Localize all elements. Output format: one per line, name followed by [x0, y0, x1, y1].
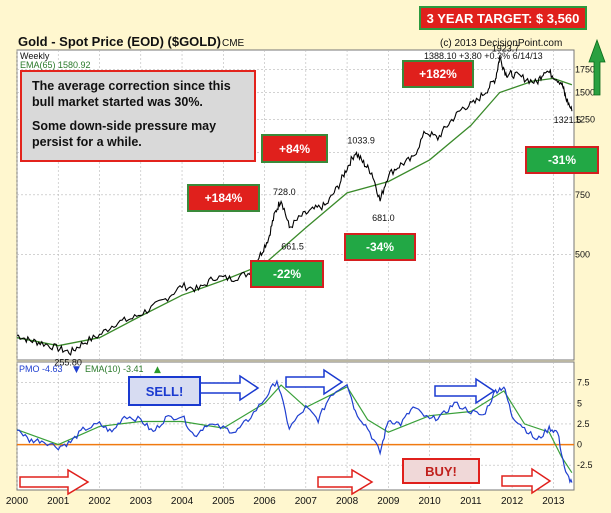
frequency-label: Weekly: [20, 51, 50, 61]
ema65-line: [16, 77, 573, 347]
x-tick-label: 2004: [171, 496, 194, 507]
pmo-ema-up-arrow-icon: ▲: [154, 365, 161, 375]
price-point-label: 661.5: [281, 241, 304, 251]
pmo-tick-label: 2.5: [577, 419, 590, 429]
x-tick-label: 2000: [6, 496, 29, 507]
price-point-label: 255.80: [54, 358, 82, 368]
x-tick-label: 2009: [377, 496, 400, 507]
price-point-label: 1923.7: [492, 44, 520, 54]
x-tick-label: 2006: [253, 496, 276, 507]
pmo-tick-label: -2.5: [577, 460, 593, 470]
x-tick-label: 2002: [88, 496, 111, 507]
pmo-line: [16, 379, 573, 484]
quote-label: 1388.10 +3.80 +0.3% 6/14/13: [424, 51, 543, 61]
price-tick-label: 750: [575, 190, 590, 200]
chart-title: Gold - Spot Price (EOD) ($GOLD): [18, 34, 221, 49]
x-tick-label: 2012: [501, 496, 524, 507]
sell-arrow-3-icon: [434, 377, 496, 405]
buy-arrow-3-icon: [501, 467, 552, 495]
pmo-tick-label: 7.5: [577, 378, 590, 388]
exchange-label: CME: [222, 38, 245, 49]
price-point-label: 1321.5: [554, 115, 582, 125]
note-line-1: The average correction since this bull m…: [32, 79, 231, 109]
price-point-label: 728.0: [273, 187, 296, 197]
sell-arrow-2-icon: [285, 368, 344, 396]
x-tick-label: 2008: [336, 496, 359, 507]
sell-callout: SELL!: [128, 376, 201, 406]
loss-34-callout: -34%: [344, 233, 416, 261]
price-tick-label: 1500: [575, 87, 595, 97]
price-tick-label: 1250: [575, 114, 595, 124]
pmo-tick-label: 5: [577, 398, 582, 408]
x-tick-label: 2007: [295, 496, 318, 507]
loss-22-callout: -22%: [250, 260, 324, 288]
price-labels: 255.80 661.5 728.0 1033.9 681.0 1923.7 1321.5: [54, 44, 581, 368]
buy-arrow-1-icon: [19, 468, 90, 496]
pmo-tick-label: 0: [577, 440, 582, 450]
price-point-label: 1033.9: [347, 135, 375, 145]
x-tick-label: 2001: [47, 496, 70, 507]
x-tick-label: 2003: [130, 496, 153, 507]
correction-note: The average correction since this bull m…: [20, 70, 256, 162]
target-up-arrow-icon: [588, 38, 606, 96]
loss-31-callout: -31%: [525, 146, 599, 174]
x-axis-ticks: 2000 2001 2002 2003 2004 2005 2006 2007 2008 2009…: [6, 496, 565, 507]
gain-184-callout: +184%: [187, 184, 260, 212]
price-tick-label: 1750: [575, 65, 595, 75]
price-point-label: 681.0: [372, 213, 395, 223]
pmo-ema-label: EMA(10) -3.41: [85, 364, 144, 374]
gold-price-line: [16, 55, 573, 356]
copyright-label: (c) 2013 DecisionPoint.com: [440, 38, 562, 49]
x-tick-label: 2010: [418, 496, 441, 507]
pmo-label: PMO -4.63: [19, 364, 63, 374]
note-line-2: Some down-side pressure may persist for …: [32, 119, 217, 149]
sell-arrow-icon: [199, 374, 260, 402]
gain-182-callout: +182%: [402, 60, 474, 88]
x-tick-label: 2011: [460, 496, 482, 507]
x-tick-label: 2013: [542, 496, 565, 507]
price-tick-label: 500: [575, 250, 590, 260]
pmo-down-arrow-icon: ▼: [73, 365, 80, 375]
buy-arrow-2-icon: [317, 468, 374, 496]
x-tick-label: 2005: [212, 496, 235, 507]
pmo-axis-ticks: 7.5 5 2.5 0 -2.5: [577, 378, 593, 471]
gain-84-callout: +84%: [261, 134, 328, 163]
buy-callout: BUY!: [402, 458, 480, 484]
target-callout: 3 YEAR TARGET: $ 3,560: [419, 6, 587, 30]
ema-label: EMA(65) 1580.92: [20, 60, 91, 70]
